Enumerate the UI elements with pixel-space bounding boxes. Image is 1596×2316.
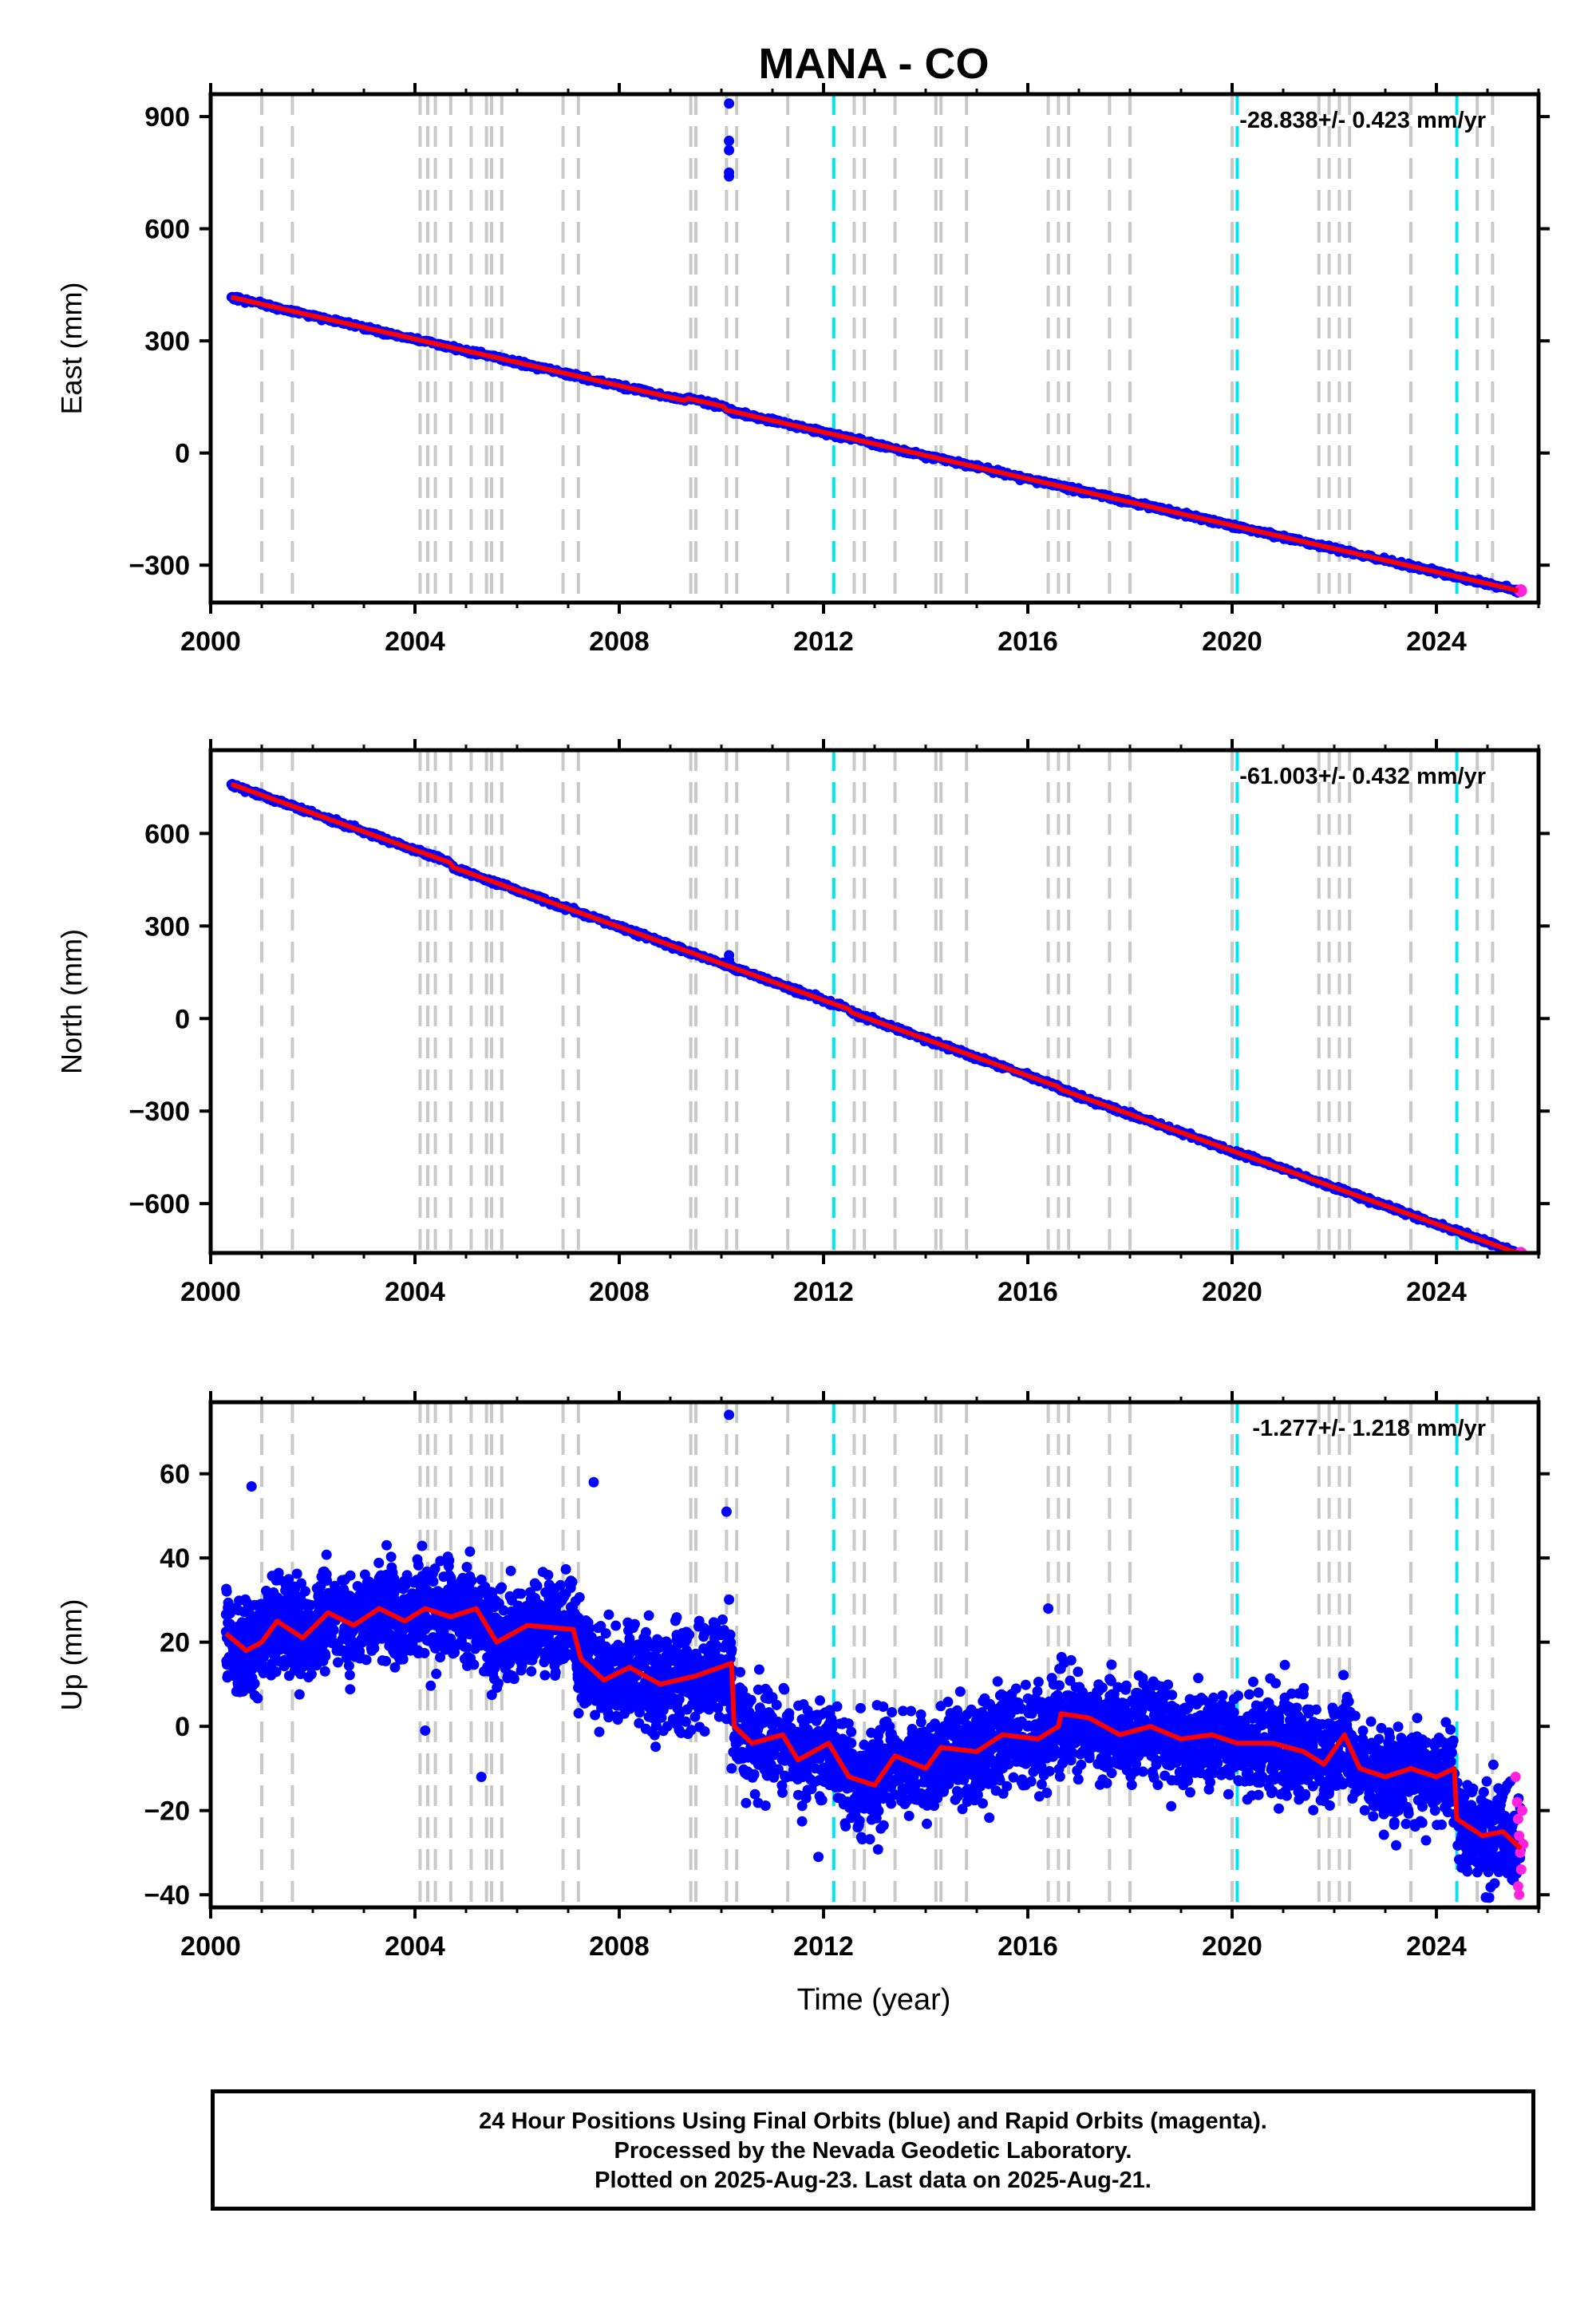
chart-title: MANA - CO xyxy=(759,40,990,88)
data-point xyxy=(777,1787,788,1798)
data-point xyxy=(1400,1818,1412,1829)
x-tick-label: 2012 xyxy=(793,626,854,657)
data-point xyxy=(291,1568,302,1579)
data-point xyxy=(992,1676,1003,1687)
x-tick-label: 2020 xyxy=(1202,1277,1262,1307)
x-tick-label: 2012 xyxy=(793,1277,854,1307)
data-point xyxy=(344,1670,355,1681)
outlier-point xyxy=(724,950,735,961)
x-tick-label: 2004 xyxy=(385,1277,445,1307)
data-point xyxy=(504,1591,516,1602)
x-tick-label: 2024 xyxy=(1406,626,1467,657)
outlier-point xyxy=(724,171,735,182)
data-point xyxy=(321,1549,332,1560)
outlier-point xyxy=(724,98,735,109)
x-tick-label: 2004 xyxy=(385,626,445,657)
panel-up: 2000 2004 2008 2012 2016 2020 2024−40−20020406… xyxy=(55,1391,1550,1962)
data-point xyxy=(753,1664,764,1675)
panel-east: 2000 2004 2008 2012 2016 2020 2024 −300 0 300 600 9… xyxy=(55,83,1550,657)
y-axis-label: North (mm) xyxy=(55,929,88,1074)
y-tick-label: 600 xyxy=(144,215,190,245)
y-tick-label: 0 xyxy=(175,439,190,469)
panel-north: 2000 2004 2008 2012 2016 2020 2024 −600 −300 0 300… xyxy=(55,739,1550,1307)
y-tick-label: −300 xyxy=(128,1097,190,1127)
x-tick-label: 2020 xyxy=(1202,626,1262,657)
data-point xyxy=(603,1609,614,1620)
y-tick-label: −600 xyxy=(128,1189,190,1219)
data-point xyxy=(1020,1679,1031,1690)
x-tick-label: 2024 xyxy=(1406,1277,1467,1307)
velocity-annotation: -61.003+/- 0.432 mm/yr xyxy=(1239,764,1486,789)
data-point xyxy=(1036,1779,1047,1790)
y-tick-label: 300 xyxy=(144,326,190,357)
data-point xyxy=(526,1666,537,1677)
y-tick-label: 900 xyxy=(144,102,190,132)
y-tick-label: 300 xyxy=(144,911,190,942)
rapid-orbit-point xyxy=(1514,584,1527,598)
data-point xyxy=(319,1666,330,1677)
y-tick-label: −300 xyxy=(128,551,190,581)
data-point xyxy=(1393,1721,1404,1733)
data-point xyxy=(1152,1780,1163,1790)
outlier-point xyxy=(724,136,735,147)
y-tick-label: 0 xyxy=(175,1004,190,1034)
x-tick-label: 2008 xyxy=(589,626,650,657)
outlier-point xyxy=(724,144,735,156)
x-tick-label: 2000 xyxy=(180,626,241,657)
x-tick-label: 2000 xyxy=(180,1277,241,1307)
data-point xyxy=(796,1816,808,1827)
data-point xyxy=(505,1565,516,1576)
model-fit-line xyxy=(230,294,1519,593)
x-tick-label: 2016 xyxy=(998,1277,1058,1307)
data-point xyxy=(431,1668,442,1679)
model-fit-line xyxy=(230,781,1519,1253)
x-tick-label: 2008 xyxy=(589,1277,650,1307)
data-point xyxy=(611,1710,622,1721)
data-point xyxy=(1074,1682,1085,1693)
y-axis-label: East (mm) xyxy=(55,283,88,415)
data-point xyxy=(1166,1800,1177,1812)
data-point xyxy=(741,1797,752,1808)
x-tick-label: 2016 xyxy=(998,626,1058,657)
data-point xyxy=(1368,1811,1379,1822)
y-tick-label: 600 xyxy=(144,819,190,849)
velocity-annotation: -28.838+/- 0.423 mm/yr xyxy=(1239,108,1486,133)
data-point xyxy=(643,1610,654,1621)
data-point xyxy=(1148,1769,1159,1780)
data-point xyxy=(425,1680,437,1691)
